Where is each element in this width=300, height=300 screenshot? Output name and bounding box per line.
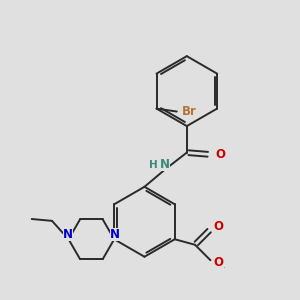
Text: N: N: [110, 228, 120, 241]
Text: N: N: [63, 228, 73, 241]
Text: O: O: [214, 220, 224, 233]
Text: Br: Br: [182, 105, 197, 118]
Text: N: N: [160, 158, 170, 171]
Text: O: O: [215, 148, 225, 161]
Text: H: H: [149, 160, 158, 170]
Text: O: O: [214, 256, 224, 268]
